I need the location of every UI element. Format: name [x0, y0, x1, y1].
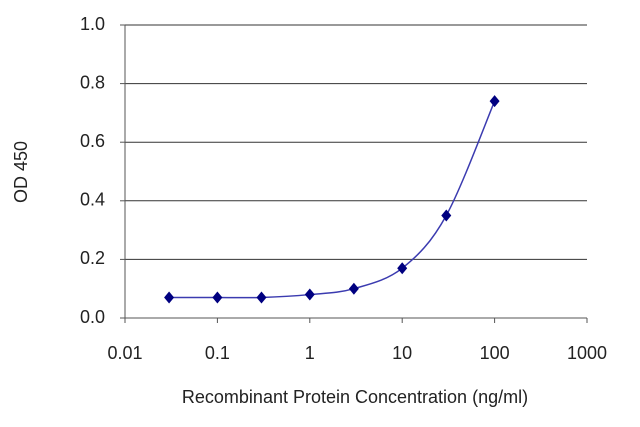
data-point — [256, 291, 267, 304]
y-tick-label: 0.2 — [80, 248, 105, 268]
y-tick-label: 0.6 — [80, 131, 105, 151]
x-tick-label: 1000 — [567, 343, 607, 363]
data-point — [212, 291, 223, 304]
data-point — [348, 282, 359, 295]
x-tick-label: 10 — [392, 343, 412, 363]
data-line — [169, 100, 496, 299]
y-axis-label: OD 450 — [11, 141, 31, 203]
data-point — [441, 209, 452, 222]
y-tick-label: 1.0 — [80, 14, 105, 34]
x-axis-label: Recombinant Protein Concentration (ng/ml… — [182, 387, 528, 407]
x-tick-label: 0.01 — [107, 343, 142, 363]
y-tick-label: 0.0 — [80, 307, 105, 327]
x-tick-label: 0.1 — [205, 343, 230, 363]
x-tick-label: 1 — [305, 343, 315, 363]
data-point — [397, 262, 408, 275]
y-tick-label: 0.4 — [80, 190, 105, 210]
data-point — [164, 291, 175, 304]
data-point — [489, 95, 500, 108]
data-point — [304, 288, 315, 301]
x-tick-label: 100 — [480, 343, 510, 363]
y-tick-label: 0.8 — [80, 72, 105, 92]
